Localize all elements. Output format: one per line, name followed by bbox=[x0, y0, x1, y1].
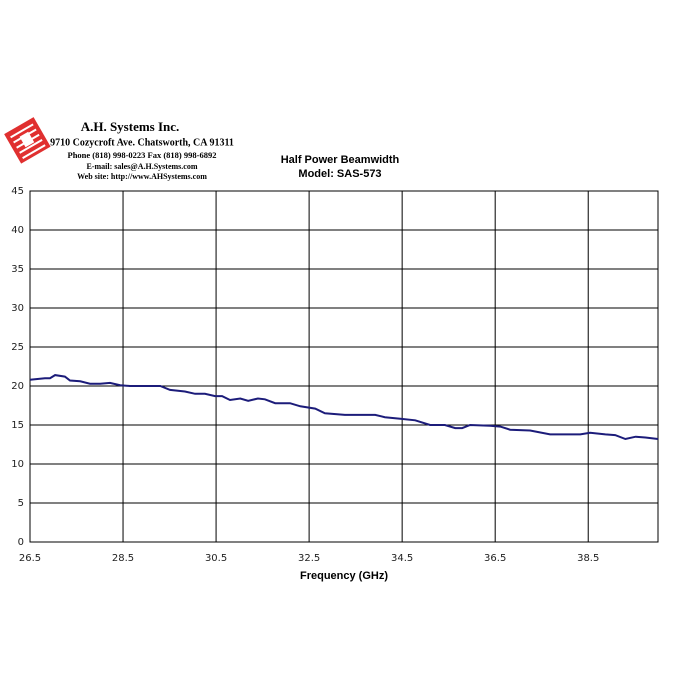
data-line bbox=[29, 374, 659, 441]
address: 9710 Cozycroft Ave. Chatsworth, CA 91311 bbox=[50, 137, 234, 148]
y-tick-label: 40 bbox=[11, 225, 24, 236]
x-tick-label: 34.5 bbox=[391, 553, 413, 564]
email: E-mail: sales@A.H.Systems.com bbox=[87, 162, 198, 171]
company: A.H. Systems Inc. bbox=[81, 119, 180, 134]
chart-subtitle: Model: SAS-573 bbox=[298, 168, 381, 180]
logo bbox=[4, 117, 51, 164]
y-tick-label: 10 bbox=[11, 459, 24, 470]
website: Web site: http://www.AHSystems.com bbox=[77, 172, 207, 181]
y-tick-label: 35 bbox=[11, 264, 24, 275]
y-tick-label: 15 bbox=[11, 420, 24, 431]
y-tick-label: 0 bbox=[18, 537, 24, 548]
y-tick-label: 45 bbox=[11, 186, 24, 197]
x-tick-label: 36.5 bbox=[484, 553, 506, 564]
y-tick-label: 5 bbox=[18, 498, 24, 509]
phone: Phone (818) 998-0223 Fax (818) 998-6892 bbox=[68, 150, 217, 160]
x-tick-label: 28.5 bbox=[112, 553, 134, 564]
x-tick-label: 26.5 bbox=[19, 553, 41, 564]
chart-title: Half Power Beamwidth bbox=[281, 154, 400, 166]
x-tick-label: 32.5 bbox=[298, 553, 320, 564]
plot-frame bbox=[29, 190, 659, 543]
y-tick-label: 25 bbox=[11, 342, 24, 353]
y-tick-label: 20 bbox=[11, 381, 24, 392]
y-tick-label: 30 bbox=[11, 303, 24, 314]
x-tick-label: 30.5 bbox=[205, 553, 227, 564]
x-tick-label: 38.5 bbox=[577, 553, 599, 564]
x-axis-label: Frequency (GHz) bbox=[300, 570, 388, 582]
